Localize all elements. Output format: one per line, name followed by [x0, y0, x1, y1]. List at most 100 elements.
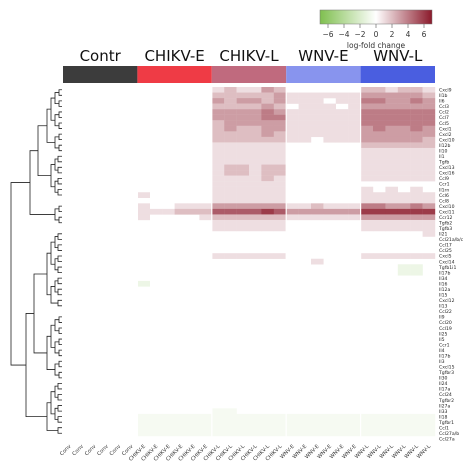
heatmap-cell [410, 419, 423, 426]
heatmap-cell [211, 413, 225, 420]
heatmap-cell [273, 253, 287, 259]
heatmap-cell [311, 430, 324, 437]
heatmap-cell [162, 430, 175, 437]
heatmap-cell [422, 424, 436, 431]
heatmap-cell [224, 419, 237, 426]
heatmap-cell [162, 413, 175, 420]
heatmap-cell [224, 153, 237, 160]
heatmap-cell [397, 413, 411, 420]
row-label: Il25 [439, 331, 448, 337]
heatmap-cell [410, 219, 423, 226]
legend-tick-label: 6 [422, 30, 427, 39]
dendrogram-branch [54, 319, 59, 332]
row-label: Cxcl9 [439, 88, 452, 94]
heatmap-cell [335, 419, 349, 426]
heatmap-cell [360, 92, 374, 99]
heatmap-cell [249, 214, 262, 221]
heatmap-cell [273, 197, 287, 204]
row-label: Cxcl15 [439, 365, 455, 371]
row-dendrogram [10, 89, 62, 434]
heatmap-cell [261, 87, 274, 93]
heatmap-cell [298, 424, 312, 431]
row-label: Cxcl10 [439, 137, 455, 143]
dendrogram-branch [57, 382, 62, 390]
row-label: Cxcl2 [439, 132, 452, 138]
heatmap-cell [373, 208, 386, 215]
heatmap-cell [286, 114, 299, 121]
heatmap-cell [422, 120, 436, 126]
heatmap-cell [323, 214, 336, 221]
heatmap-cell [261, 424, 274, 431]
legend-tick-label: −4 [338, 30, 349, 39]
heatmap-cell [273, 103, 287, 110]
heatmap-cell [373, 192, 386, 198]
row-label: Tgfbr1 [438, 420, 454, 426]
heatmap-cell [397, 430, 411, 437]
heatmap-cell [174, 419, 188, 426]
heatmap-cell [137, 280, 150, 287]
group-label: WNV-E [298, 47, 348, 65]
group-label: Contr [80, 47, 122, 65]
group-labels: Contr CHIKV-E CHIKV-L WNV-E WNV-L [80, 47, 423, 65]
heatmap-cell [373, 153, 386, 160]
heatmap-cell [410, 430, 423, 437]
heatmap-cell [249, 142, 262, 149]
heatmap-cell [422, 219, 436, 226]
heatmap-cell [397, 136, 411, 143]
heatmap-cell [323, 125, 336, 132]
heatmap-cell [385, 208, 398, 215]
heatmap-cell [249, 164, 262, 171]
heatmap-cell [422, 114, 436, 121]
legend-tick-label: 4 [406, 30, 411, 39]
heatmap-cell [236, 208, 250, 215]
dendrogram-branch [57, 233, 62, 240]
heatmap-cell [422, 253, 436, 259]
dendrogram-branch [54, 236, 58, 249]
heatmap-cell [149, 419, 163, 426]
dendrogram-branch [58, 144, 62, 152]
heatmap-cell [385, 175, 398, 182]
row-label: Il33 [439, 409, 448, 415]
heatmap-cell [373, 131, 386, 138]
row-label: Cxcl11 [439, 209, 455, 215]
heatmap-cell [273, 120, 287, 126]
heatmap-cell [323, 109, 336, 115]
heatmap-cell [249, 424, 262, 431]
heatmap-cell [360, 170, 374, 176]
heatmap-cell [286, 109, 299, 115]
dendrogram-branch [58, 360, 62, 368]
heatmap-cell [410, 92, 423, 99]
heatmap-cell [360, 87, 374, 93]
row-label: Cxcl10 [439, 204, 455, 210]
heatmap-cell [410, 175, 423, 182]
heatmap-cell [311, 131, 324, 138]
heatmap-cell [261, 214, 274, 221]
heatmap-cell [311, 258, 324, 265]
heatmap-cell [149, 424, 163, 431]
legend-title: log-fold change [347, 41, 406, 50]
heatmap-cell [187, 424, 200, 431]
heatmap-cell [137, 208, 150, 215]
heatmap-cell [360, 253, 374, 259]
heatmap-cell [261, 203, 274, 210]
heatmap-cell [162, 208, 175, 215]
heatmap-cell [422, 125, 436, 132]
heatmap-cell [422, 419, 436, 426]
heatmap-cell [211, 125, 225, 132]
heatmap-cell [348, 424, 361, 431]
legend-gradient-bar [319, 9, 433, 25]
dendrogram-branch [58, 111, 62, 118]
heatmap-cell [373, 203, 386, 210]
heatmap-cell [211, 430, 225, 437]
heatmap-cell [199, 430, 212, 437]
heatmap-cell [236, 203, 250, 210]
heatmap-cell [410, 87, 423, 93]
row-label: Ccl2 [439, 110, 449, 116]
heatmap-cell [286, 136, 299, 143]
heatmap-cell [348, 131, 361, 138]
heatmap-cell [236, 214, 250, 221]
heatmap-cell [236, 170, 250, 176]
row-label: Ccl27a/b [439, 431, 459, 437]
heatmap-cell [385, 131, 398, 138]
row-labels: Cxcl9Il1bIl6Ccl3Ccl2Ccl7Ccl5Cxcl1Cxcl2Cx… [438, 88, 464, 443]
